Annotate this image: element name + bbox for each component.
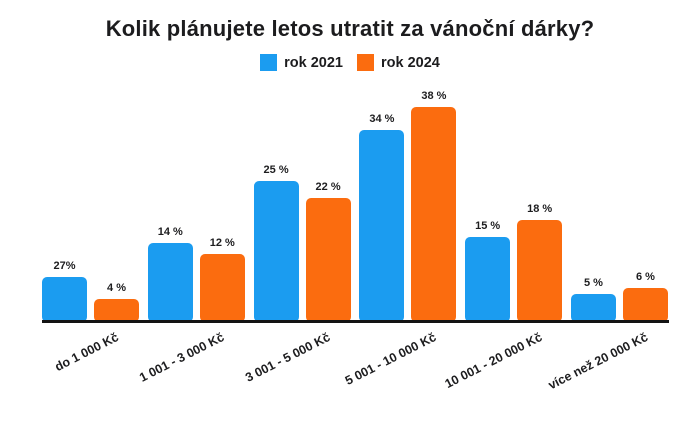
bar-value-label: 38 % [421, 90, 447, 102]
plot-area: 27% 4 % 14 % 12 % 25 % 22 % 34 % 38 % 15 % 18 % 5 … [42, 77, 668, 322]
bar [147, 243, 193, 322]
bar-value-label: 5 % [584, 277, 603, 289]
x-axis-ticks: do 1 000 Kč 1 001 - 3 000 Kč 3 001 - 5 000… [42, 330, 668, 420]
legend: rok 2021 rok 2024 [0, 54, 700, 71]
bar-value-label: 27% [53, 260, 76, 272]
chart-title: Kolik plánujete letos utratit za vánoční… [105, 16, 595, 41]
x-tick-label: 5 001 - 10 000 Kč [342, 330, 439, 388]
bar [622, 288, 668, 322]
bar-value-label: 14 % [157, 226, 183, 238]
bar [517, 220, 563, 322]
bar-group: 25 % 22 % [253, 164, 351, 322]
x-tick-label: 3 001 - 5 000 Kč [243, 330, 333, 385]
bar-value-label: 25 % [263, 164, 289, 176]
bar-column: 38 % [411, 90, 457, 322]
bar-value-label: 18 % [527, 203, 553, 215]
bar [253, 181, 299, 322]
bar [359, 130, 405, 322]
x-axis-line [42, 320, 669, 323]
bar [570, 294, 616, 322]
bar-column: 15 % [465, 220, 511, 322]
bar-column: 22 % [305, 181, 351, 322]
bar-group: 34 % 38 % [359, 90, 457, 322]
bar-value-label: 6 % [636, 271, 655, 283]
x-tick-label: do 1 000 Kč [52, 330, 121, 375]
bar [94, 299, 139, 322]
legend-item-rok-2024: rok 2024 [357, 54, 440, 71]
bar [411, 107, 457, 322]
bar [305, 198, 351, 322]
bar-column: 5 % [570, 277, 616, 322]
bar-group: 14 % 12 % [147, 226, 245, 322]
x-tick-label: 1 001 - 3 000 Kč [137, 330, 227, 385]
bar-value-label: 12 % [209, 237, 235, 249]
x-tick-label: 10 001 - 20 000 Kč [442, 330, 545, 392]
bar-column: 4 % [94, 282, 139, 322]
bar-column: 14 % [147, 226, 193, 322]
bar-column: 12 % [199, 237, 245, 322]
legend-swatch-blue [260, 54, 278, 71]
bar [42, 277, 87, 322]
bar-column: 6 % [622, 271, 668, 322]
bar-column: 27% [42, 260, 87, 322]
bar-group: 5 % 6 % [570, 271, 668, 322]
legend-label-rok-2024: rok 2024 [381, 54, 440, 71]
bar-column: 18 % [517, 203, 563, 322]
bar-value-label: 34 % [369, 113, 395, 125]
bar-column: 25 % [253, 164, 299, 322]
bar [465, 237, 511, 322]
bar-value-label: 4 % [107, 282, 126, 294]
legend-label-rok-2021: rok 2021 [284, 54, 343, 71]
bar-column: 34 % [359, 113, 405, 322]
bar-group: 27% 4 % [42, 260, 139, 322]
legend-item-rok-2021: rok 2021 [260, 54, 343, 71]
bar [199, 254, 245, 322]
bar-group: 15 % 18 % [465, 203, 563, 322]
x-tick-label: více než 20 000 Kč [545, 330, 650, 393]
bar-value-label: 15 % [475, 220, 501, 232]
bar-value-label: 22 % [315, 181, 341, 193]
legend-swatch-orange [357, 54, 374, 71]
